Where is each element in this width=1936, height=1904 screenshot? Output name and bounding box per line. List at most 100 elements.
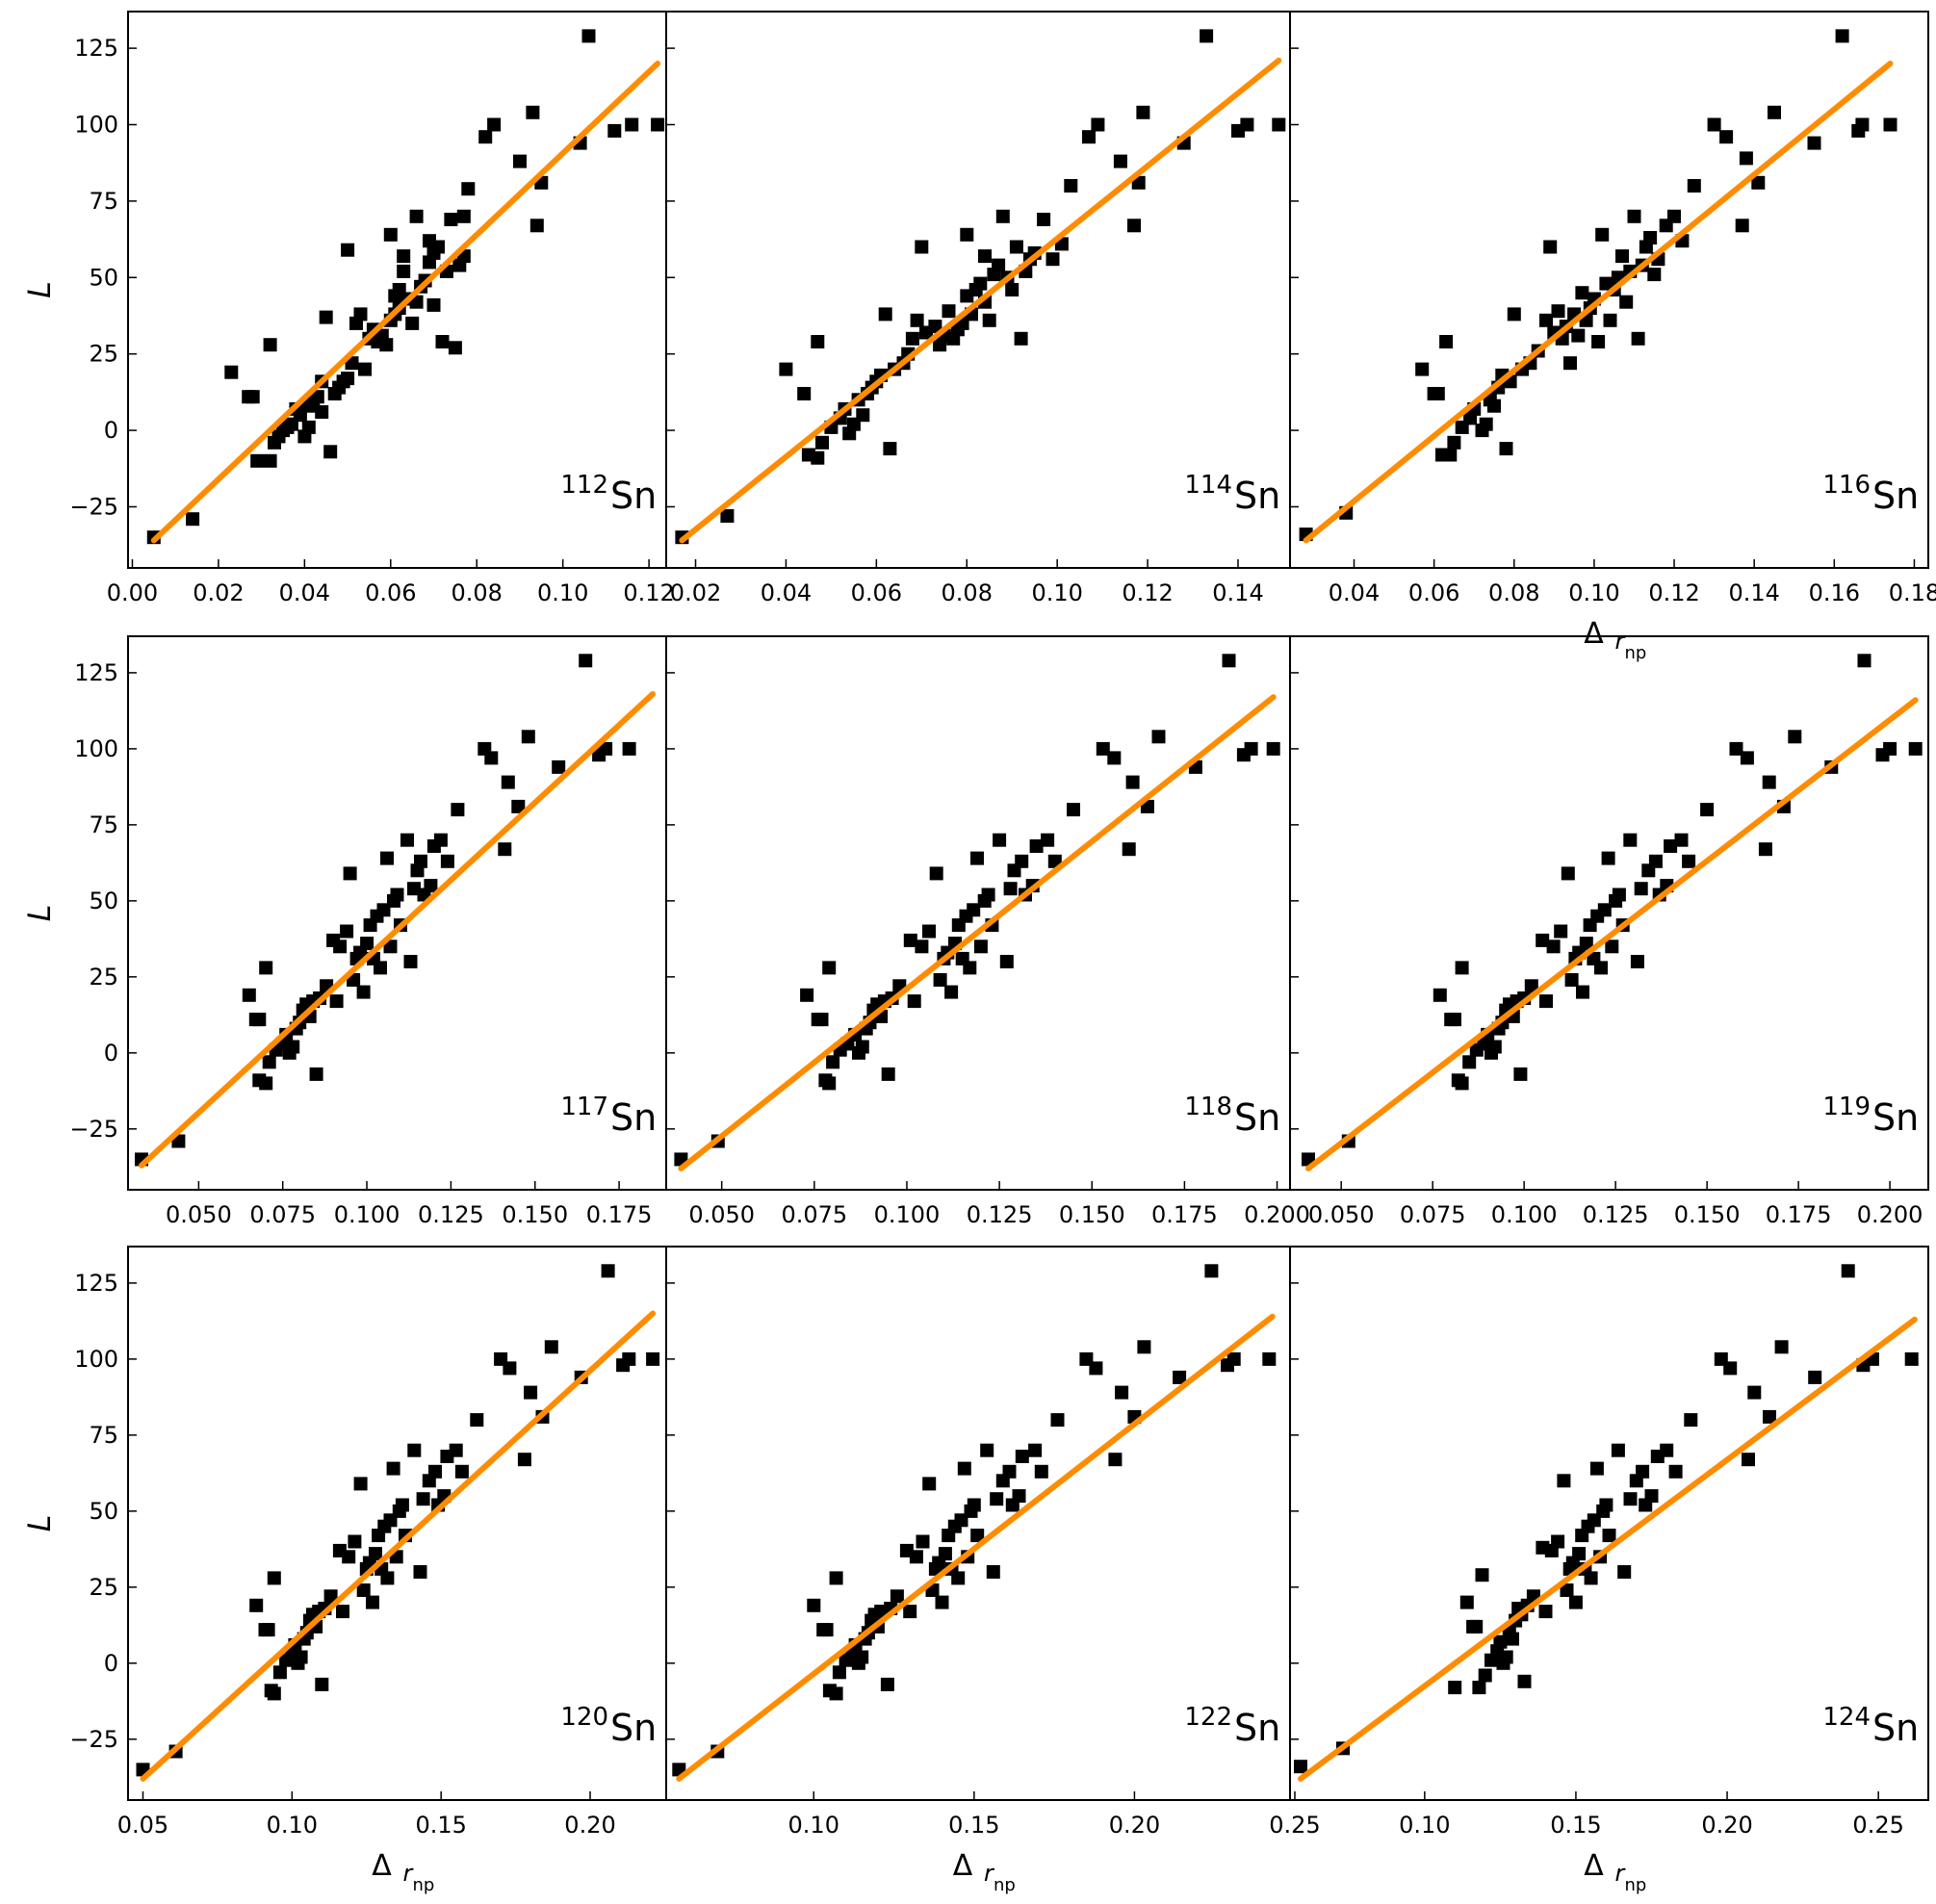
data-point: [1546, 939, 1561, 954]
x-tick-label: 0.15: [415, 1812, 466, 1839]
axes-frame: [1289, 11, 1929, 569]
data-point: [267, 1571, 281, 1585]
nucleus-mass-number: 117: [560, 1093, 608, 1121]
data-point: [383, 227, 398, 242]
data-point: [323, 445, 338, 459]
data-point: [433, 833, 448, 847]
data-point: [1841, 1264, 1855, 1278]
x-tick-label: 0.125: [1583, 1201, 1649, 1228]
y-tick-label: 125: [74, 659, 118, 686]
data-point: [186, 512, 200, 527]
x-axis-label-sub: r: [1615, 1860, 1627, 1887]
x-tick-label: 0.10: [788, 1812, 839, 1839]
data-point: [1487, 399, 1501, 413]
fit-line: [1298, 1316, 1918, 1782]
data-point: [1455, 1076, 1469, 1091]
data-point: [1448, 1681, 1462, 1695]
panel-122-sn: 0.10 0.15 0.20 0.25 Δ r np 122 Sn: [665, 1246, 1321, 1895]
panel-112-sn: 0.00 0.02 0.04 0.06 0.08 0.10 0.12 −25 0 25 50 75 10…: [21, 11, 675, 606]
data-point: [1855, 117, 1870, 132]
data-point: [1431, 387, 1445, 400]
data-point: [252, 1013, 267, 1027]
fit-line: [679, 57, 1282, 544]
data-point: [1589, 1461, 1604, 1476]
data-point: [970, 1529, 985, 1543]
nucleus-element: Sn: [1872, 475, 1919, 517]
x-tick-label: 0.075: [1400, 1201, 1466, 1228]
y-tick-label: −25: [69, 1726, 118, 1753]
x-tick-label: 0.050: [166, 1201, 232, 1228]
data-point: [1768, 105, 1781, 119]
y-tick-label: 75: [89, 188, 118, 215]
data-point: [403, 955, 418, 968]
data-point: [601, 1264, 615, 1278]
data-point: [272, 1665, 287, 1680]
data-point: [1045, 252, 1060, 267]
data-point: [1050, 1413, 1065, 1428]
data-point: [960, 227, 974, 242]
data-point: [249, 1598, 264, 1612]
data-point: [383, 939, 398, 954]
data-point: [487, 117, 502, 132]
data-point: [1564, 973, 1579, 987]
data-point: [294, 1650, 308, 1664]
x-tick-label: 0.06: [1408, 579, 1459, 606]
data-point: [1472, 1681, 1486, 1695]
y-tick-label: 50: [89, 888, 118, 914]
data-point: [1623, 1492, 1638, 1506]
x-tick-label: 0.20: [1109, 1812, 1160, 1839]
x-tick-label: 0.20: [564, 1812, 615, 1839]
data-point: [1539, 313, 1553, 327]
data-point: [980, 1443, 994, 1457]
data-point: [915, 240, 929, 254]
data-point: [1137, 1340, 1151, 1354]
data-point: [1631, 331, 1645, 346]
data-point: [1597, 903, 1612, 917]
data-point: [982, 313, 996, 327]
data-point: [1499, 442, 1513, 456]
data-point: [1543, 240, 1558, 254]
data-point: [1091, 117, 1105, 132]
data-point: [915, 939, 929, 954]
data-point: [1630, 955, 1644, 968]
data-point: [263, 453, 277, 468]
data-point: [905, 331, 919, 346]
data-point: [1475, 1568, 1489, 1582]
data-point: [922, 924, 936, 939]
data-point: [449, 1443, 463, 1457]
data-point: [1594, 961, 1608, 975]
data-point: [967, 903, 981, 917]
data-point: [916, 1534, 930, 1549]
data-point: [1561, 866, 1575, 881]
data-point: [811, 450, 825, 465]
data-point: [1015, 1450, 1029, 1463]
data-point: [1857, 654, 1871, 668]
data-point: [978, 249, 992, 264]
x-tick-label: 0.15: [948, 1812, 999, 1839]
data-point: [933, 973, 947, 987]
data-point: [501, 775, 515, 789]
x-tick-label: 0.14: [1728, 579, 1779, 606]
data-point: [1835, 29, 1849, 43]
panel-117-sn: 0.050 0.075 0.100 0.125 0.150 0.175 −25 0 25 50 75…: [21, 635, 667, 1228]
data-point: [1729, 741, 1743, 756]
data-point: [622, 1351, 636, 1366]
fit-line: [140, 1310, 657, 1782]
data-point: [986, 1565, 1000, 1579]
data-point: [348, 1534, 362, 1549]
data-point: [517, 1453, 531, 1467]
data-point: [855, 1040, 869, 1054]
y-tick-label: 0: [104, 417, 118, 444]
y-tick-label: 100: [74, 112, 118, 139]
nucleus-element: Sn: [1872, 1096, 1919, 1139]
data-point: [242, 988, 256, 1002]
data-point: [990, 1492, 1004, 1506]
data-point: [1611, 1443, 1625, 1457]
data-point: [951, 1571, 966, 1585]
x-axis-label: Δ: [372, 1849, 392, 1883]
data-point: [1557, 1474, 1571, 1488]
y-tick-label: 0: [104, 1040, 118, 1067]
data-point: [1605, 939, 1619, 954]
nucleus-mass-number: 116: [1822, 471, 1871, 500]
x-tick-label: 0.200: [1857, 1201, 1923, 1228]
